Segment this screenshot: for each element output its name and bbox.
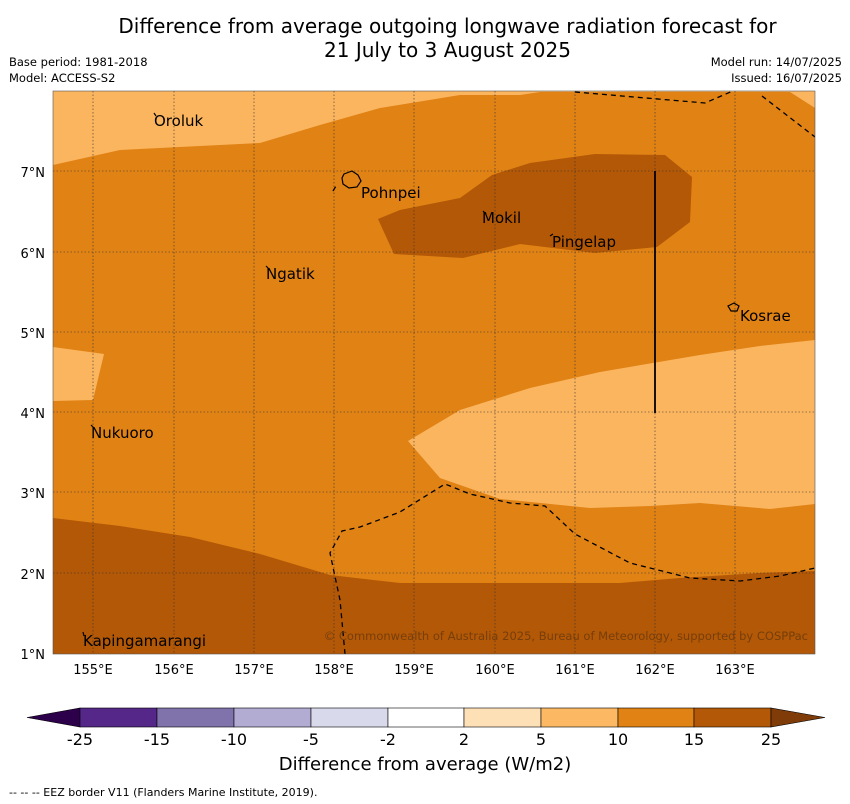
colorbar-arrow-high (770, 707, 826, 728)
colorbar-tick: 10 (608, 730, 628, 749)
lon-label-157e: 157°E (234, 663, 274, 678)
place-label-nukuoro: Nukuoro (91, 424, 154, 442)
colorbar-tick: 5 (536, 730, 546, 749)
title-line-1: Difference from average outgoing longwav… (118, 14, 777, 38)
colorbar-tick: 25 (761, 730, 781, 749)
place-labels: Oroluk Pohnpei Mokil Pingelap Ngatik Kos… (83, 112, 791, 650)
contour-15-25-south (53, 518, 815, 654)
eez-border-pohnpei-stub (332, 185, 337, 192)
eez-border-north (574, 91, 735, 104)
copyright-notice: © Commonwealth of Australia 2025, Bureau… (324, 629, 808, 643)
lon-label-162e: 162°E (635, 663, 675, 678)
lat-label-2n: 2°N (21, 568, 46, 583)
contour-15-25-central (378, 154, 692, 258)
kapingamarangi-atoll (82, 631, 85, 637)
colorbar-ticks: -25 -15 -10 -5 -2 2 5 10 15 25 (67, 730, 781, 749)
eez-border-northeast (761, 95, 815, 138)
lat-label-3n: 3°N (21, 487, 46, 502)
colorbar-segment (233, 707, 312, 728)
pohnpei-island (341, 170, 362, 189)
lon-label-161e: 161°E (555, 663, 595, 678)
contour-5-10-north (53, 91, 815, 165)
colorbar-segment (463, 707, 542, 728)
lat-label-4n: 4°N (21, 407, 46, 422)
lon-label-160e: 160°E (475, 663, 515, 678)
colorbar-segment (540, 707, 619, 728)
pingelap-atoll (549, 233, 554, 237)
eez-border-central (329, 483, 815, 654)
colorbar-arrow-low (26, 707, 81, 728)
map-frame (52, 90, 816, 655)
colorbar-label: Difference from average (W/m2) (278, 754, 572, 775)
colorbar-segment (310, 707, 389, 728)
issued-date: Issued: 16/07/2025 (731, 71, 842, 85)
colorbar-tick: -15 (144, 730, 170, 749)
place-label-pohnpei: Pohnpei (361, 184, 421, 202)
mokil-atoll (482, 210, 487, 215)
map-title: Difference from average outgoing longwav… (0, 14, 850, 62)
colorbar-tick: 2 (459, 730, 469, 749)
eez-borders (329, 91, 815, 654)
colorbar (26, 707, 826, 728)
lat-label-1n: 1°N (21, 648, 46, 663)
contour-layers (53, 91, 815, 654)
ngatik-atoll (265, 265, 270, 270)
colorbar-segment (387, 707, 465, 728)
place-label-pingelap: Pingelap (552, 233, 616, 251)
meta-right: Model run: 14/07/2025 Issued: 16/07/2025 (711, 54, 842, 86)
place-label-ngatik: Ngatik (266, 265, 315, 283)
nukuoro-atoll (90, 424, 95, 429)
colorbar-segment (79, 707, 158, 728)
lat-label-6n: 6°N (21, 247, 46, 262)
place-label-mokil: Mokil (482, 209, 521, 227)
model-name: Model: ACCESS-S2 (9, 71, 116, 85)
colorbar-segment (156, 707, 235, 728)
base-period: Base period: 1981-2018 (9, 55, 148, 69)
kosrae-island (727, 302, 740, 312)
place-label-kosrae: Kosrae (740, 307, 791, 325)
contour-5-10-east (408, 340, 815, 509)
footnote: -- -- -- EEZ border V11 (Flanders Marine… (9, 786, 318, 799)
gridlines (53, 91, 815, 654)
island-outlines (82, 112, 740, 637)
lon-label-158e: 158°E (314, 663, 354, 678)
longitude-labels: 155°E 156°E 157°E 158°E 159°E 160°E 161°… (73, 663, 755, 678)
latitude-labels: 7°N 6°N 5°N 4°N 3°N 2°N 1°N (21, 166, 46, 663)
lon-label-156e: 156°E (154, 663, 194, 678)
colorbar-tick: -5 (303, 730, 319, 749)
oroluk-atoll (153, 112, 157, 117)
colorbar-tick: 15 (684, 730, 704, 749)
lon-label-159e: 159°E (394, 663, 434, 678)
lat-label-5n: 5°N (21, 327, 46, 342)
colorbar-tick: -10 (221, 730, 247, 749)
colorbar-segment (693, 707, 772, 728)
place-label-kapingamarangi: Kapingamarangi (83, 632, 206, 650)
title-line-2: 21 July to 3 August 2025 (324, 38, 571, 62)
lon-label-155e: 155°E (73, 663, 113, 678)
meta-left: Base period: 1981-2018 Model: ACCESS-S2 (9, 54, 148, 86)
lon-label-163e: 163°E (715, 663, 755, 678)
lat-label-7n: 7°N (21, 166, 46, 181)
contour-5-10-west (53, 347, 104, 401)
colorbar-tick: -2 (380, 730, 396, 749)
model-run: Model run: 14/07/2025 (710, 55, 842, 69)
colorbar-segment (617, 707, 695, 728)
colorbar-tick: -25 (67, 730, 93, 749)
place-label-oroluk: Oroluk (154, 112, 203, 130)
